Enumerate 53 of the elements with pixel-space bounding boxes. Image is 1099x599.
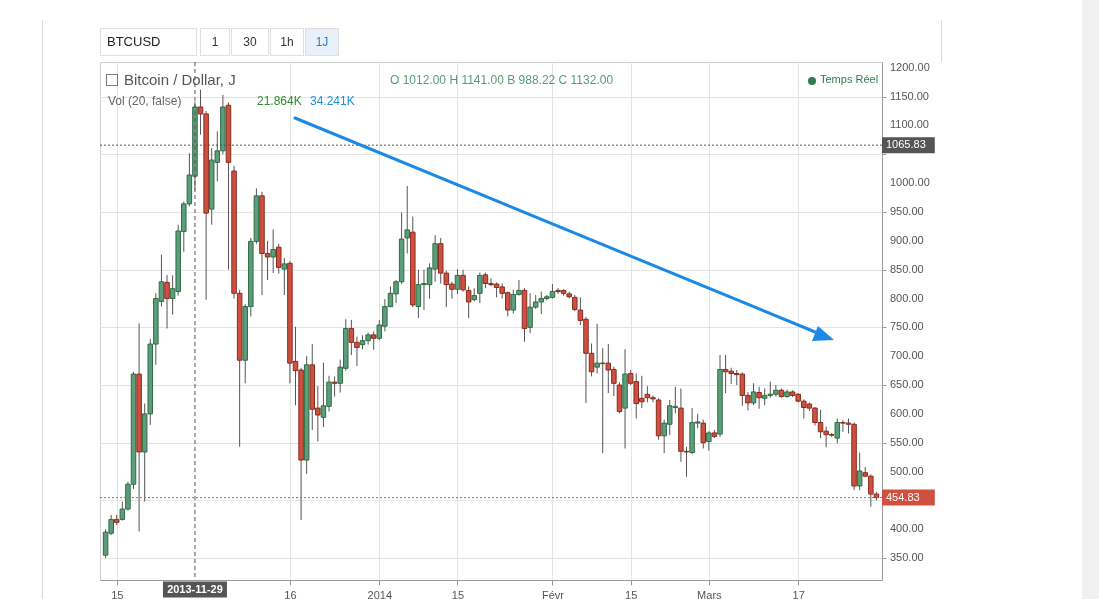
candlestick	[750, 382, 757, 406]
y-tick-label: 400.00	[890, 522, 924, 535]
y-tick-label: 1100.00	[890, 118, 929, 131]
candlestick	[331, 375, 338, 398]
candlestick	[270, 228, 276, 274]
x-tick-label: Févr	[541, 588, 565, 599]
y-tick-label: 850.00	[890, 262, 924, 275]
candlestick	[594, 323, 600, 374]
x-tick-label: 15	[625, 588, 638, 599]
y-tick-label: 500.00	[890, 464, 924, 477]
y-tick-label: 600.00	[890, 406, 924, 419]
x-tick-label: 2014	[367, 588, 393, 599]
text: BTCUSD	[100, 28, 197, 56]
candlestick	[454, 268, 461, 295]
candlestick	[756, 386, 762, 410]
y-tick-label: 700.00	[890, 349, 924, 362]
y-tick-label: 350.00	[890, 551, 924, 564]
candlestick	[281, 257, 288, 296]
y-tick-label: 950.00	[890, 204, 924, 217]
y-tick-label: 1000.00	[890, 176, 930, 189]
candlestick	[706, 430, 712, 452]
x-tick-label: 17	[792, 588, 805, 599]
x-tick-label: Mars	[697, 588, 723, 599]
candlestick	[164, 274, 170, 329]
candlestick	[370, 330, 377, 351]
x-tick-label: 16	[284, 588, 297, 599]
y-tick-label: 1150.00	[890, 89, 929, 102]
x-tick-label: 15	[111, 588, 124, 599]
y-tick-label: 1200.00	[890, 60, 930, 73]
annotation: 21.864K	[257, 94, 302, 108]
candlestick	[477, 272, 483, 304]
ref-line-label: 1065.83	[886, 138, 926, 151]
y-tick-label: 650.00	[890, 378, 924, 391]
text: Bitcoin / Dollar, J	[124, 71, 236, 88]
y-tick-label: 550.00	[890, 435, 924, 448]
annotation: 34.241K	[310, 94, 355, 108]
candlestick	[700, 419, 707, 449]
ref-line-label: 2013-11-29	[167, 583, 223, 595]
text: 1h	[270, 28, 304, 56]
annotation: O 1012.00 H 1141.00 B 988.22 C 1132.00	[390, 73, 614, 87]
y-tick-label: 800.00	[890, 291, 924, 304]
candlestick	[275, 243, 282, 275]
x-tick-label: 15	[451, 588, 465, 599]
annotation: Vol (20, false)	[108, 94, 182, 108]
text: 1J	[305, 28, 339, 56]
y-tick-label: 750.00	[890, 320, 924, 333]
candlestick	[856, 452, 863, 491]
ref-line-label: 454.83	[886, 490, 920, 503]
y-tick-label: 900.00	[890, 233, 924, 246]
text: 1	[200, 28, 230, 56]
annotation: Temps Réel	[820, 73, 879, 85]
candlestick	[834, 417, 841, 444]
text: 30	[231, 28, 269, 56]
